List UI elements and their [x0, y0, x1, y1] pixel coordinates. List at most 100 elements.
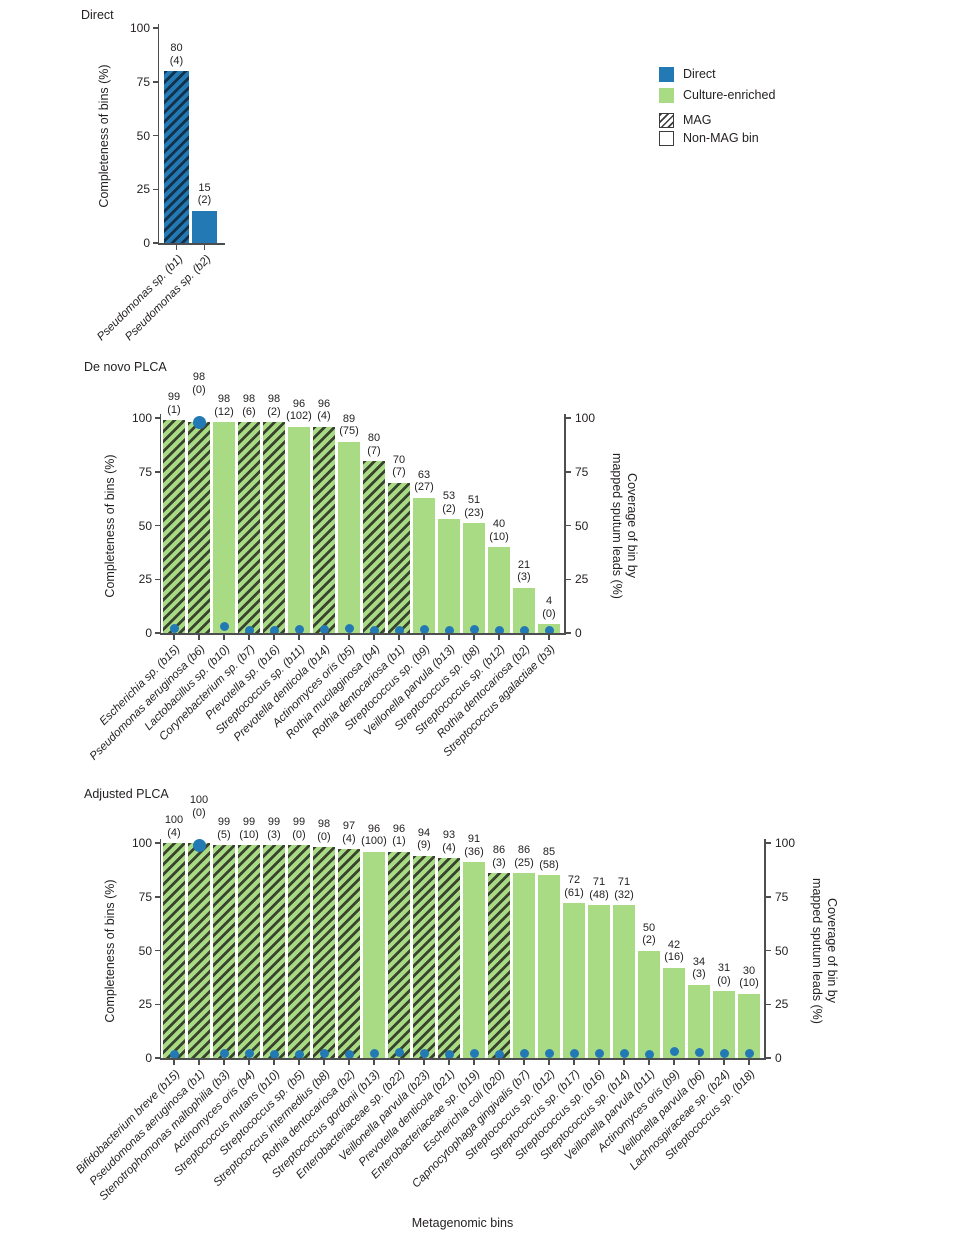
coverage-dot	[444, 626, 454, 633]
count-text: (6)	[242, 405, 256, 418]
x-axis-tick	[348, 1060, 350, 1065]
x-axis-tick	[548, 635, 550, 640]
bar-value-label: 34 (3)	[675, 956, 723, 981]
coverage-dot	[169, 1050, 179, 1058]
x-axis-category-label: Prevotella denticola (b14)	[231, 643, 333, 744]
value-text: 98	[242, 393, 256, 406]
bar	[388, 851, 410, 1058]
bar-value-label: 80 (4)	[153, 42, 201, 67]
x-axis-tick	[173, 635, 175, 640]
y-axis-tick-label: 100	[131, 836, 152, 850]
count-text: (23)	[464, 506, 484, 519]
y2-axis-tick	[566, 471, 571, 473]
x-axis-tick	[723, 1060, 725, 1065]
x-axis-category-label: Veillonella parvula (b6)	[616, 1068, 708, 1159]
coverage-dot	[244, 1049, 254, 1058]
coverage-dot	[244, 626, 254, 633]
count-text: (4)	[317, 410, 331, 423]
x-axis-line	[157, 243, 225, 245]
value-text: 93	[442, 829, 456, 842]
y-axis-tick	[153, 188, 158, 190]
x-axis-category-label: Prevotella denticola (b21)	[356, 1068, 458, 1169]
count-text: (36)	[464, 845, 484, 858]
y2-axis-tick-label: 0	[775, 1051, 782, 1065]
bar	[338, 441, 360, 633]
bar	[288, 426, 310, 633]
y2-axis-tick	[766, 1003, 771, 1005]
count-text: (10)	[239, 828, 259, 841]
bar-value-label: 85 (58)	[525, 846, 573, 871]
x-axis-tick	[373, 635, 375, 640]
bar	[588, 905, 610, 1058]
chart-title: Direct	[81, 8, 114, 22]
coverage-dot	[344, 624, 354, 633]
value-text: 86	[492, 844, 506, 857]
value-text: 50	[642, 921, 656, 934]
coverage-dot	[269, 1050, 279, 1058]
x-axis-category-label: Rothia mucilaginosa (b4)	[284, 643, 383, 742]
value-text: 96	[392, 822, 406, 835]
value-text: 70	[392, 453, 406, 466]
bar-value-label: 70 (7)	[375, 454, 423, 479]
coverage-dot	[192, 415, 206, 429]
x-axis-category-label: Streptococcus sp. (b16)	[513, 1068, 608, 1163]
y2-axis-tick	[766, 1057, 771, 1059]
value-text: 4	[545, 595, 553, 608]
bar	[538, 875, 560, 1058]
value-text: 99	[167, 391, 181, 404]
bar	[388, 482, 410, 633]
x-axis-tick	[498, 635, 500, 640]
bar	[163, 420, 185, 633]
x-axis-category-label: Veillonella parvula (b13)	[362, 643, 458, 739]
x-axis-category-label: Streptococcus sp. (b9)	[342, 643, 433, 733]
x-axis-category-label: Corynebacterium sp. (b7)	[157, 643, 258, 744]
coverage-dot	[419, 1049, 429, 1058]
count-text: (61)	[564, 886, 584, 899]
coverage-dot	[544, 626, 554, 633]
bar	[513, 587, 535, 633]
value-text: 80	[170, 42, 183, 54]
bar	[413, 497, 435, 633]
legend-item-culture-enriched: Culture-enriched	[659, 87, 775, 103]
bar-value-label: 40 (10)	[475, 518, 523, 543]
value-text: 98	[217, 393, 231, 406]
count-text: (4)	[167, 826, 181, 839]
x-axis-tick	[423, 1060, 425, 1065]
coverage-dot	[519, 1049, 529, 1058]
x-axis-tick	[398, 1060, 400, 1065]
plot-area	[159, 19, 223, 243]
x-axis-category-label: Streptococcus sp. (b8)	[392, 643, 483, 733]
plot-area	[161, 409, 564, 633]
bar-value-label: 99 (5)	[200, 816, 248, 841]
count-text: (3)	[267, 828, 281, 841]
x-axis-category-label: Stenotrophomonas maltophilia (b3)	[97, 1068, 233, 1204]
value-text: 71	[617, 876, 631, 889]
x-axis-category-label: Enterobacteriaceae sp. (b19)	[369, 1068, 483, 1182]
value-text: 96	[317, 397, 331, 410]
y2-axis-title-line: mapped sputum leads (%)	[810, 877, 824, 1024]
count-text: (0)	[542, 607, 556, 620]
coverage-dot	[719, 1049, 729, 1058]
value-text: 53	[442, 490, 456, 503]
coverage-dot	[494, 626, 504, 633]
x-axis-category-label: Bifidobacterium breve (b15)	[74, 1068, 183, 1177]
count-text: (2)	[197, 194, 212, 207]
legend-item-non-mag-bin: Non-MAG bin	[659, 130, 759, 146]
coverage-dot	[469, 625, 479, 633]
value-text: 34	[692, 955, 706, 968]
value-text: 98	[267, 393, 281, 406]
coverage-dot	[294, 625, 304, 633]
y-axis-tick	[153, 27, 158, 29]
value-text: 89	[342, 412, 356, 425]
y2-axis-tick-label: 25	[775, 997, 789, 1012]
y-axis-tick	[155, 471, 160, 473]
bar	[438, 519, 460, 633]
y-axis-line	[159, 839, 161, 1058]
bar	[164, 71, 189, 243]
coverage-dot	[644, 1050, 654, 1058]
value-text: 42	[667, 938, 681, 951]
count-text: (10)	[739, 977, 759, 989]
x-axis-category-label: Escherichia sp. (b15)	[97, 643, 183, 728]
value-text: 100	[164, 814, 184, 826]
